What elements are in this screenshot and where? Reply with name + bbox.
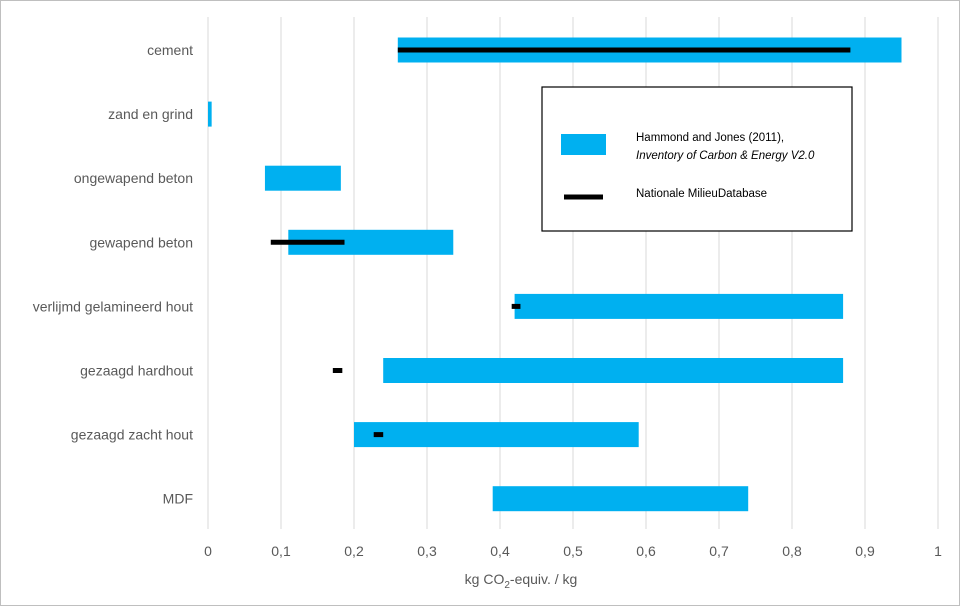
x-tick-label: 0,2 (344, 543, 364, 559)
legend-label-nmd: Nationale MilieuDatabase (636, 188, 767, 200)
category-label-zand-en-grind: zand en grind (108, 106, 193, 122)
legend-frame (541, 86, 853, 232)
category-label-mdf: MDF (163, 491, 193, 507)
x-tick-label: 1 (934, 543, 942, 559)
value-axis: 0 0,1 0,2 0,3 0,4 0,5 0,6 0,7 0,8 0,9 1 (204, 543, 942, 559)
category-label-gezaagd-hardhout: gezaagd hardhout (80, 363, 193, 379)
category-label-gezaagd-zacht-hout: gezaagd zacht hout (71, 427, 193, 443)
x-tick-label: 0,4 (490, 543, 510, 559)
x-tick-label: 0,5 (563, 543, 583, 559)
plot-area (208, 37, 902, 512)
bar-hammond-mdf (492, 486, 749, 512)
x-axis-title: kg CO2-equiv. / kg (465, 571, 578, 591)
legend-label-hammond-line2: Inventory of Carbon & Energy V2.0 (636, 150, 815, 162)
category-label-cement: cement (147, 42, 193, 58)
x-tick-label: 0 (204, 543, 212, 559)
legend-label-hammond-line1: Hammond and Jones (2011), (636, 132, 784, 144)
category-label-gewapend-beton: gewapend beton (89, 234, 193, 250)
legend-swatch-hammond (561, 134, 606, 155)
category-label-verlijmd-gelamineerd-hout: verlijmd gelamineerd hout (33, 298, 193, 314)
x-tick-label: 0,1 (271, 543, 291, 559)
legend: Hammond and Jones (2011), Inventory of C… (541, 86, 853, 232)
bar-hammond-gezaagd-zacht-hout (354, 422, 639, 448)
bar-hammond-zand-en-grind (208, 101, 212, 127)
category-axis: cement zand en grind ongewapend beton gewap… (33, 42, 193, 507)
x-tick-label: 0,8 (782, 543, 802, 559)
bar-hammond-verlijmd-gelamineerd-hout (514, 293, 844, 319)
x-tick-label: 0,6 (636, 543, 656, 559)
bar-hammond-gezaagd-hardhout (383, 358, 844, 383)
x-tick-label: 0,7 (709, 543, 729, 559)
x-tick-label: 0,3 (417, 543, 437, 559)
bar-hammond-ongewapend-beton (264, 165, 341, 191)
x-tick-label: 0,9 (855, 543, 875, 559)
category-label-ongewapend-beton: ongewapend beton (74, 170, 193, 186)
